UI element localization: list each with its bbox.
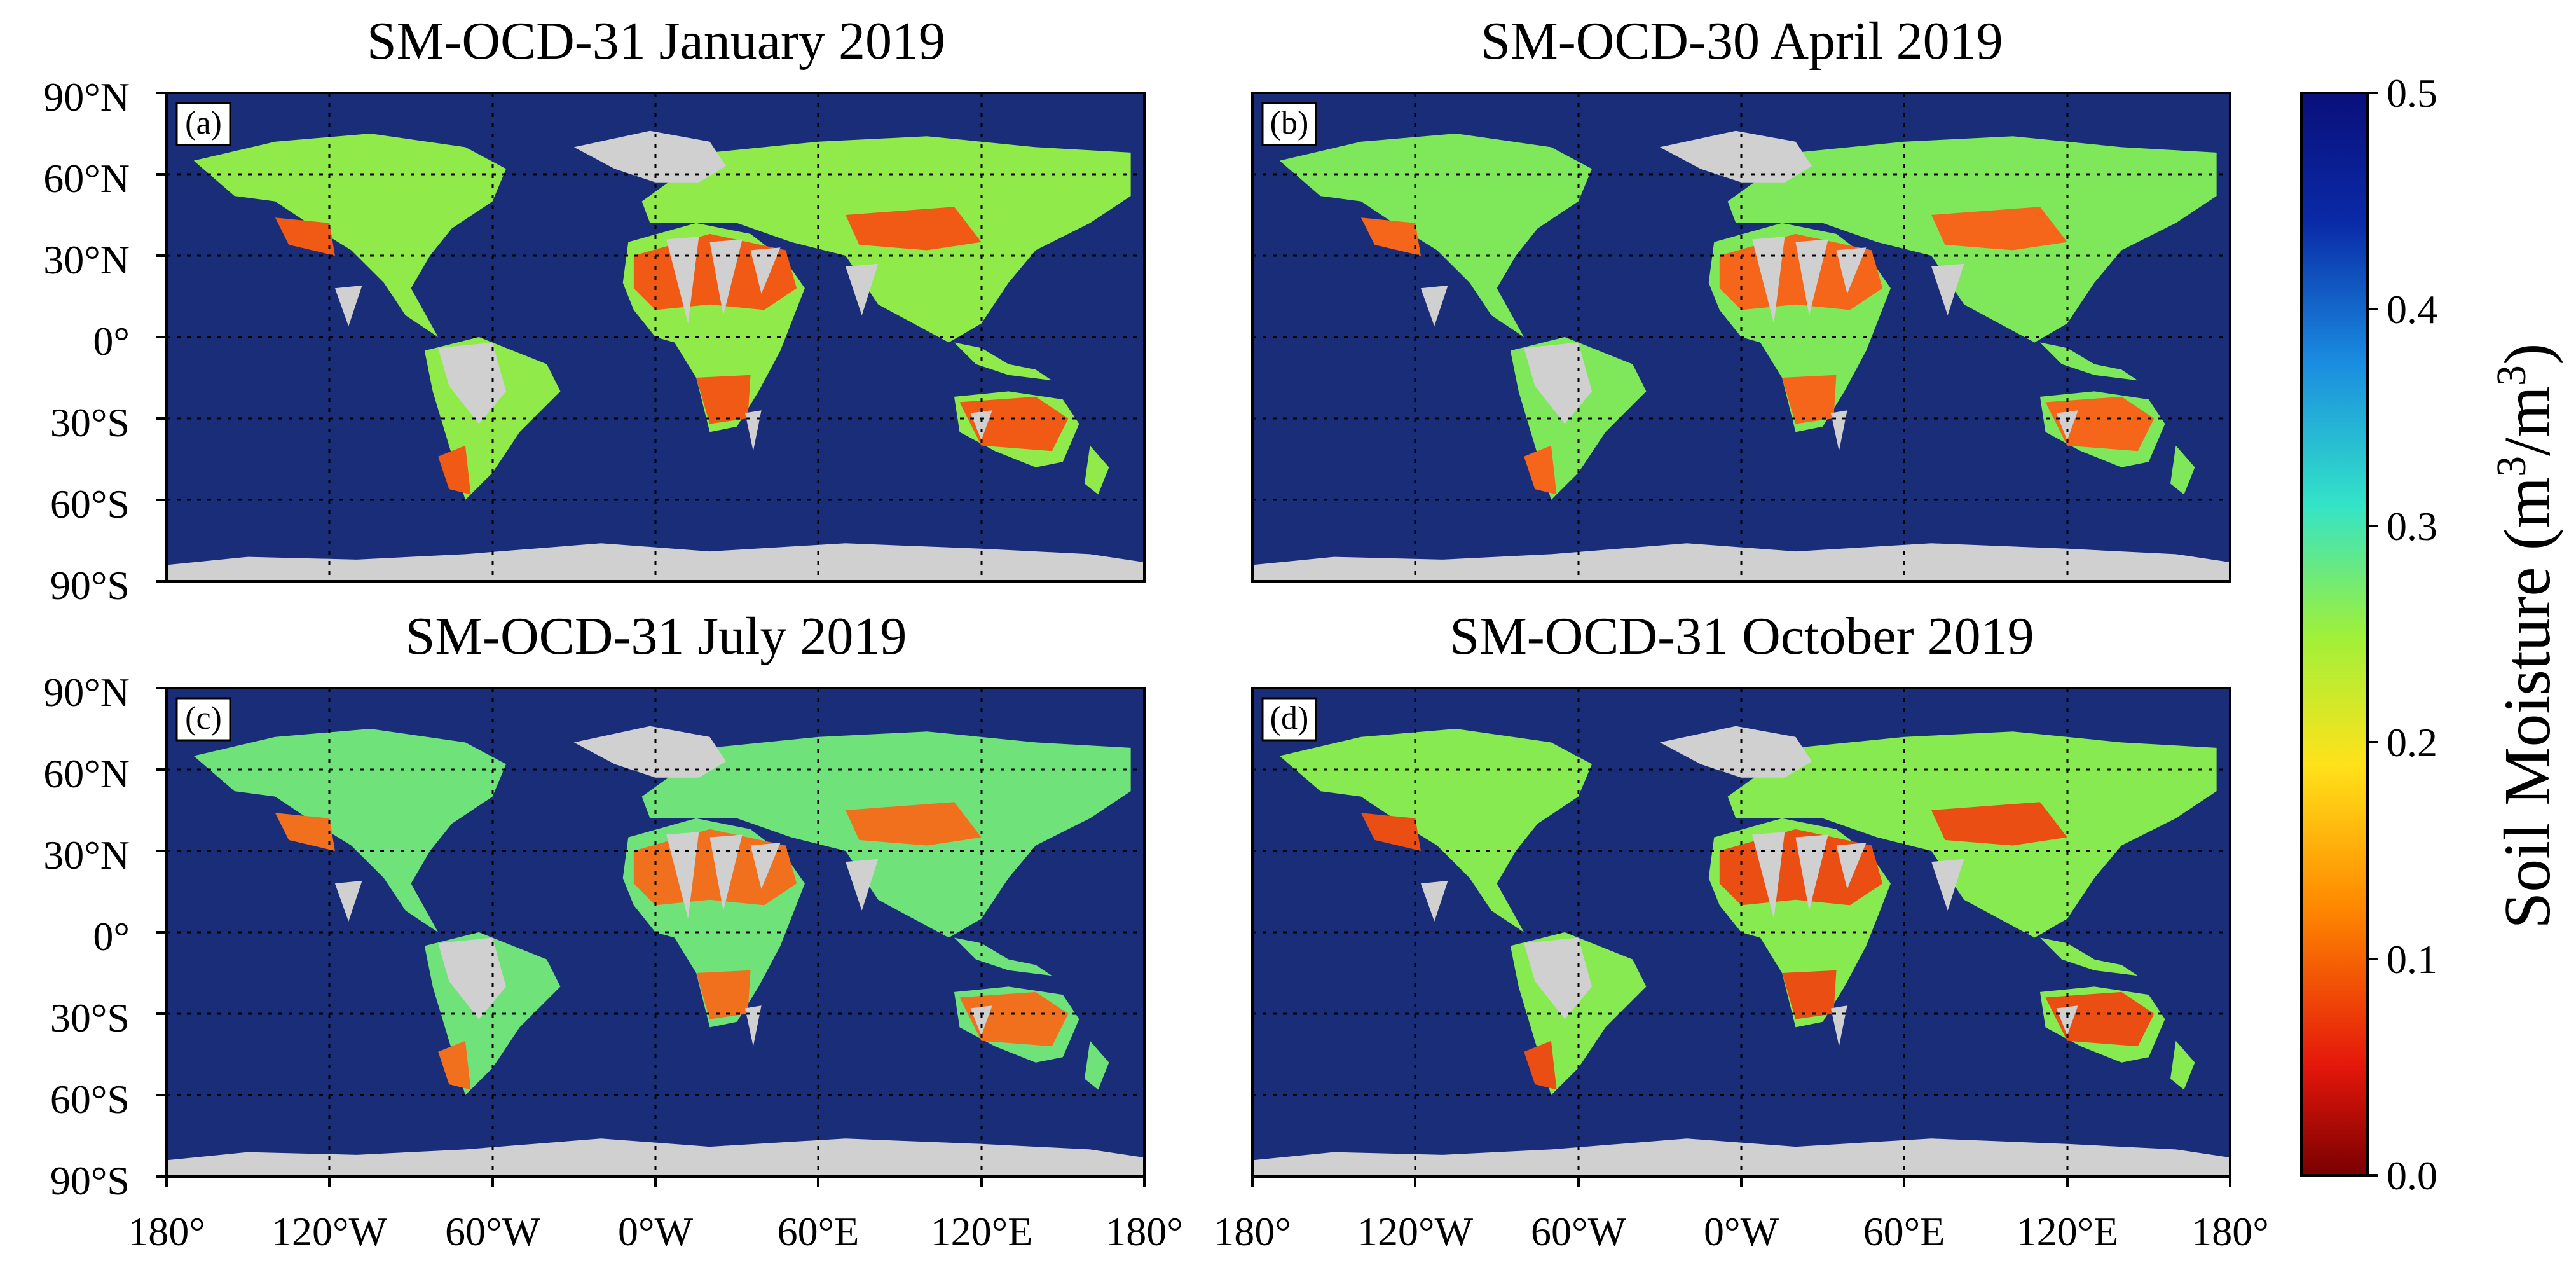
lat-tick-label: 90°N xyxy=(43,74,130,120)
lon-tick-label: 180° xyxy=(128,1209,205,1254)
panel-d: (d) xyxy=(1251,687,2231,1178)
gridlines xyxy=(1252,688,2230,1177)
lat-tick-label: 30°N xyxy=(43,237,130,282)
panel-letter-box xyxy=(1261,102,1317,146)
panel-letter-box xyxy=(175,697,231,742)
lon-tick-label: 180° xyxy=(2191,1209,2269,1254)
colorbar-tick-label: 0.4 xyxy=(2387,287,2437,332)
lon-tick-label: 60°W xyxy=(1531,1209,1627,1254)
lat-tick-label: 60°N xyxy=(43,751,130,796)
panel-b-title: SM-OCD-30 April 2019 xyxy=(1481,11,2003,71)
lat-tick-label: 60°S xyxy=(50,1077,130,1122)
lat-tick-marks xyxy=(156,92,167,1178)
lon-tick-label: 180° xyxy=(1106,1209,1183,1254)
lon-tick-marks xyxy=(165,1177,2231,1187)
colorbar-tick-label: 0.5 xyxy=(2387,71,2437,116)
lat-tick-label: 0° xyxy=(93,914,130,959)
panel-letter: (b) xyxy=(1270,105,1309,141)
colorbar-ticks xyxy=(2367,92,2378,1177)
panel-letter: (d) xyxy=(1270,700,1309,736)
panel-b: (b) xyxy=(1251,92,2231,583)
lon-tick-label: 120°W xyxy=(271,1209,388,1254)
lat-axis-top: 90°N 60°N 30°N 0° 30°S 60°S 90°S xyxy=(43,74,130,608)
panel-d-title: SM-OCD-31 October 2019 xyxy=(1449,607,2034,666)
lon-tick-label: 120°E xyxy=(931,1209,1033,1254)
colorbar-tick-label: 0.0 xyxy=(2387,1153,2437,1198)
panel-c-title: SM-OCD-31 July 2019 xyxy=(406,607,907,666)
lon-tick-label: 0°W xyxy=(618,1209,694,1254)
colorbar-tick-label: 0.2 xyxy=(2387,720,2437,765)
gridlines xyxy=(167,688,1144,1177)
panel-letter: (a) xyxy=(185,105,222,141)
colorbar: 0.5 0.4 0.3 0.2 0.1 0.0 Soil Moisture (m… xyxy=(2300,71,2564,1198)
panel-c: (c) xyxy=(165,687,1146,1178)
lon-tick-label: 60°W xyxy=(445,1209,541,1254)
lat-tick-label: 90°S xyxy=(50,1158,130,1203)
lat-tick-label: 60°N xyxy=(43,156,130,201)
lon-tick-label: 180° xyxy=(1214,1209,1291,1254)
panel-a-title: SM-OCD-31 January 2019 xyxy=(367,11,945,71)
lon-tick-label: 120°W xyxy=(1357,1209,1474,1254)
lat-tick-label: 90°S xyxy=(50,563,130,608)
colorbar-tick-label: 0.1 xyxy=(2387,937,2437,982)
panel-a: (a) xyxy=(165,92,1146,583)
panel-letter-box xyxy=(1261,697,1317,742)
lon-tick-label: 60°E xyxy=(778,1209,860,1254)
lat-tick-label: 60°S xyxy=(50,481,130,527)
lat-tick-label: 30°S xyxy=(50,995,130,1040)
lat-axis-bottom: 90°N 60°N 30°N 0° 30°S 60°S 90°S xyxy=(43,670,130,1203)
lon-tick-label: 120°E xyxy=(2017,1209,2119,1254)
panel-letter: (c) xyxy=(185,700,222,736)
lon-tick-label: 60°E xyxy=(1863,1209,1945,1254)
lat-tick-label: 90°N xyxy=(43,670,130,715)
lat-tick-label: 0° xyxy=(93,319,130,364)
lon-axis-left: 180° 120°W 60°W 0°W 60°E 120°E 180° xyxy=(128,1209,1183,1254)
gridlines xyxy=(167,93,1144,581)
colorbar-label: Soil Moisture (m3/m3) xyxy=(2488,343,2564,928)
gridlines xyxy=(1252,93,2230,581)
colorbar-tick-label: 0.3 xyxy=(2387,504,2437,549)
panel-letter-box xyxy=(175,102,231,146)
lat-tick-label: 30°S xyxy=(50,400,130,445)
colorbar-bar xyxy=(2300,92,2369,1177)
lon-tick-label: 0°W xyxy=(1704,1209,1779,1254)
lon-axis-right: 180° 120°W 60°W 0°W 60°E 120°E 180° xyxy=(1214,1209,2269,1254)
lat-tick-label: 30°N xyxy=(43,832,130,878)
